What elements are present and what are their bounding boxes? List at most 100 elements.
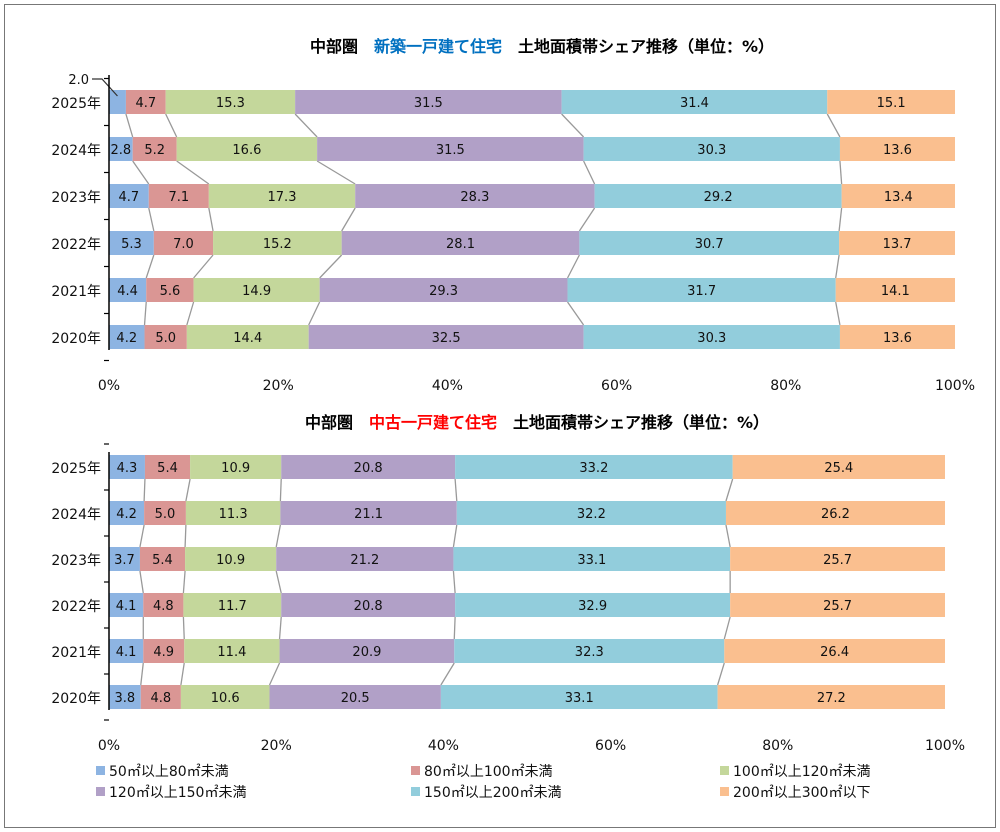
data-label: 5.2 (144, 143, 165, 158)
data-label: 4.9 (153, 645, 174, 660)
bar-segment (841, 184, 955, 208)
connector-line (268, 662, 281, 686)
data-label: 31.4 (680, 96, 709, 111)
x-tick-label: 100% (925, 738, 965, 754)
connector-line (143, 478, 146, 502)
connector-line (583, 160, 596, 185)
data-label: 25.7 (823, 553, 852, 568)
connector-line (165, 113, 178, 138)
connector-line (185, 478, 191, 502)
data-label: 25.4 (824, 461, 853, 476)
bar-segment (184, 639, 280, 663)
data-label: 4.1 (116, 599, 137, 614)
bar-segment (561, 90, 828, 114)
bar-segment (190, 455, 282, 479)
chart-1: 中部圏 新築一戸建て住宅 土地面積帯シェア推移（単位：%） 2.0 4.7 15.3 3… (51, 37, 975, 394)
legend-swatch (411, 787, 420, 796)
bar-segment (317, 137, 584, 161)
connector-line (566, 301, 585, 326)
bar-segment (281, 593, 456, 617)
bar-segment (839, 137, 955, 161)
connector-line (148, 207, 155, 232)
data-label: 15.1 (877, 96, 906, 111)
bar-segment (139, 547, 186, 571)
connector-line (578, 207, 596, 232)
connector-line (308, 301, 321, 326)
data-label: 4.4 (117, 284, 138, 299)
connector-line (275, 524, 282, 548)
bar-segment (185, 547, 277, 571)
category-label: 2023年 (51, 553, 101, 569)
connector-line (319, 254, 343, 279)
bar-segment (455, 455, 733, 479)
bar-segment (456, 501, 726, 525)
data-label: 14.4 (233, 331, 262, 346)
bar-segment (109, 184, 149, 208)
bar-segment (732, 455, 945, 479)
data-label: 7.1 (168, 190, 189, 205)
bar-segment (109, 231, 154, 255)
chart-title-part: 中部圏 (310, 37, 374, 56)
connector-line (180, 662, 185, 686)
data-label: 5.3 (121, 237, 142, 252)
bar-segment (132, 137, 177, 161)
bar-segment (717, 685, 945, 709)
bar-segment (839, 231, 955, 255)
data-label: 29.3 (429, 284, 458, 299)
data-label: 20.9 (352, 645, 381, 660)
connector-line (278, 616, 282, 640)
chart-2: 中部圏 中古一戸建て住宅 土地面積帯シェア推移（単位：%） 4.3 5.4 10.9 2… (51, 413, 965, 754)
data-label: 30.7 (695, 237, 724, 252)
bar-segment (180, 685, 270, 709)
data-label: 14.9 (242, 284, 271, 299)
data-label: 26.4 (820, 645, 849, 660)
connector-line (716, 662, 725, 686)
x-tick-label: 20% (263, 378, 294, 394)
legend-swatch (96, 787, 105, 796)
bar-segment (143, 593, 184, 617)
chart-title-part: 中古一戸建て住宅 (369, 413, 497, 432)
connector-line (208, 207, 214, 232)
bar-segment (183, 593, 282, 617)
data-label: 33.1 (577, 553, 606, 568)
x-tick-label: 40% (432, 378, 463, 394)
data-label: 7.0 (173, 237, 194, 252)
bar-segment (176, 137, 318, 161)
x-tick-label: 20% (261, 738, 292, 754)
chart-title-part: 土地面積帯シェア推移（単位：%） (502, 37, 774, 56)
connector-line (835, 301, 841, 326)
connector-line (279, 478, 282, 502)
connector-line (839, 160, 843, 185)
data-label: 31.7 (687, 284, 716, 299)
data-label: 30.3 (697, 331, 726, 346)
data-label: 33.1 (565, 691, 594, 706)
bar-segment (295, 90, 562, 114)
category-label: 2024年 (51, 143, 101, 159)
bar-segment (579, 231, 840, 255)
bar-segment (730, 593, 945, 617)
connector-line (143, 301, 147, 326)
connector-line (725, 478, 734, 502)
data-label: 20.8 (354, 599, 383, 614)
connector-line (125, 113, 134, 138)
bar-segment (594, 184, 842, 208)
data-label: 2.8 (111, 143, 132, 158)
connector-line (294, 113, 318, 138)
x-tick-label: 100% (935, 378, 975, 394)
legend-label: 80㎡以上100㎡未満 (424, 764, 553, 780)
bar-segment (276, 547, 454, 571)
bar-segment (455, 593, 731, 617)
connector-line (341, 207, 356, 232)
data-label: 4.3 (117, 461, 138, 476)
data-label: 16.6 (232, 143, 261, 158)
category-label: 2020年 (51, 331, 101, 347)
connector-line (275, 570, 282, 594)
category-label: 2020年 (51, 691, 101, 707)
data-label: 5.0 (155, 331, 176, 346)
connector-line (566, 254, 580, 279)
connector-line (440, 662, 455, 686)
data-label: 31.5 (414, 96, 443, 111)
bar-segment (213, 231, 342, 255)
bar-segment (109, 278, 147, 302)
bar-segment (355, 184, 595, 208)
